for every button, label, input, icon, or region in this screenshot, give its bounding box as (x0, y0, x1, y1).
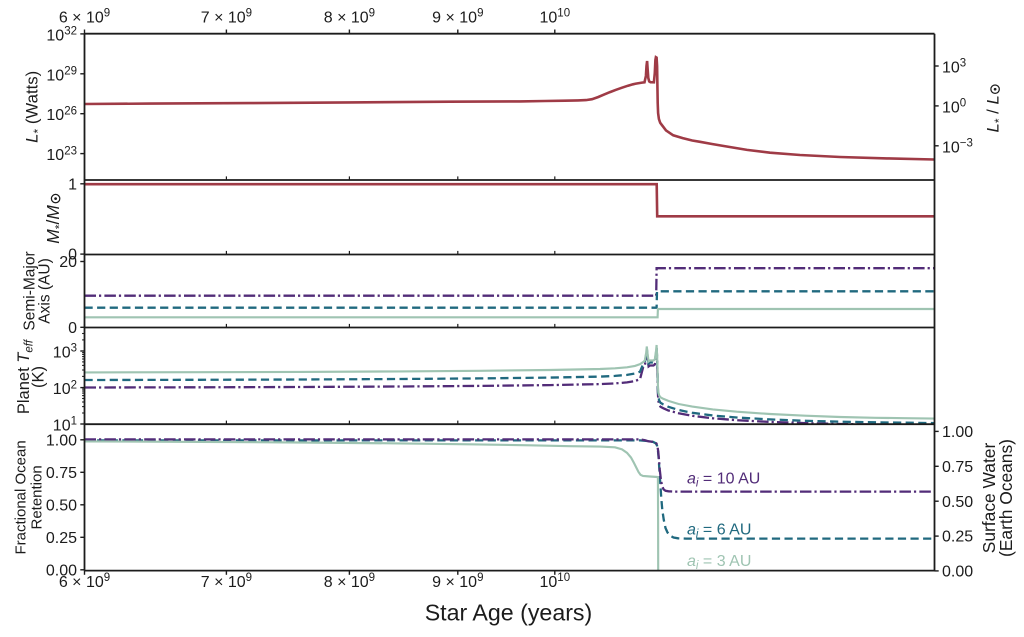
svg-text:Axis (AU): Axis (AU) (36, 258, 53, 323)
svg-text:L* (Watts): L* (Watts) (23, 71, 46, 143)
svg-text:(K): (K) (29, 366, 47, 388)
svg-text:0.25: 0.25 (46, 530, 77, 547)
svg-text:0.75: 0.75 (942, 459, 973, 476)
svg-text:1.00: 1.00 (942, 424, 973, 441)
svg-text:ai = 3 AU: ai = 3 AU (687, 553, 751, 572)
svg-text:L* / L: L* / L (984, 95, 1007, 132)
svg-text:ai = 10 AU: ai = 10 AU (687, 471, 760, 490)
svg-text:0.00: 0.00 (46, 562, 77, 579)
svg-text:Surface Water: Surface Water (979, 443, 999, 554)
svg-text:Star Age (years): Star Age (years) (425, 599, 593, 625)
svg-text:20: 20 (59, 254, 77, 271)
svg-text:0: 0 (68, 320, 77, 337)
svg-text:(Earth Oceans): (Earth Oceans) (996, 439, 1016, 557)
svg-text:Planet Teff: Planet Teff (15, 338, 36, 414)
svg-text:Retention: Retention (28, 465, 45, 529)
svg-text:ai = 6 AU: ai = 6 AU (687, 522, 751, 541)
svg-text:0: 0 (68, 247, 77, 264)
svg-text:0.00: 0.00 (942, 564, 973, 581)
svg-text:Semi-Major: Semi-Major (22, 251, 39, 330)
svg-text:Fractional Ocean: Fractional Ocean (13, 440, 30, 554)
svg-text:0.50: 0.50 (46, 497, 77, 514)
svg-text:1.00: 1.00 (46, 432, 77, 449)
svg-text:1: 1 (68, 176, 77, 193)
svg-text:0.75: 0.75 (46, 465, 77, 482)
svg-text:M*/M: M*/M (43, 205, 67, 244)
svg-text:0.25: 0.25 (942, 529, 973, 546)
svg-text:0.50: 0.50 (942, 494, 973, 511)
